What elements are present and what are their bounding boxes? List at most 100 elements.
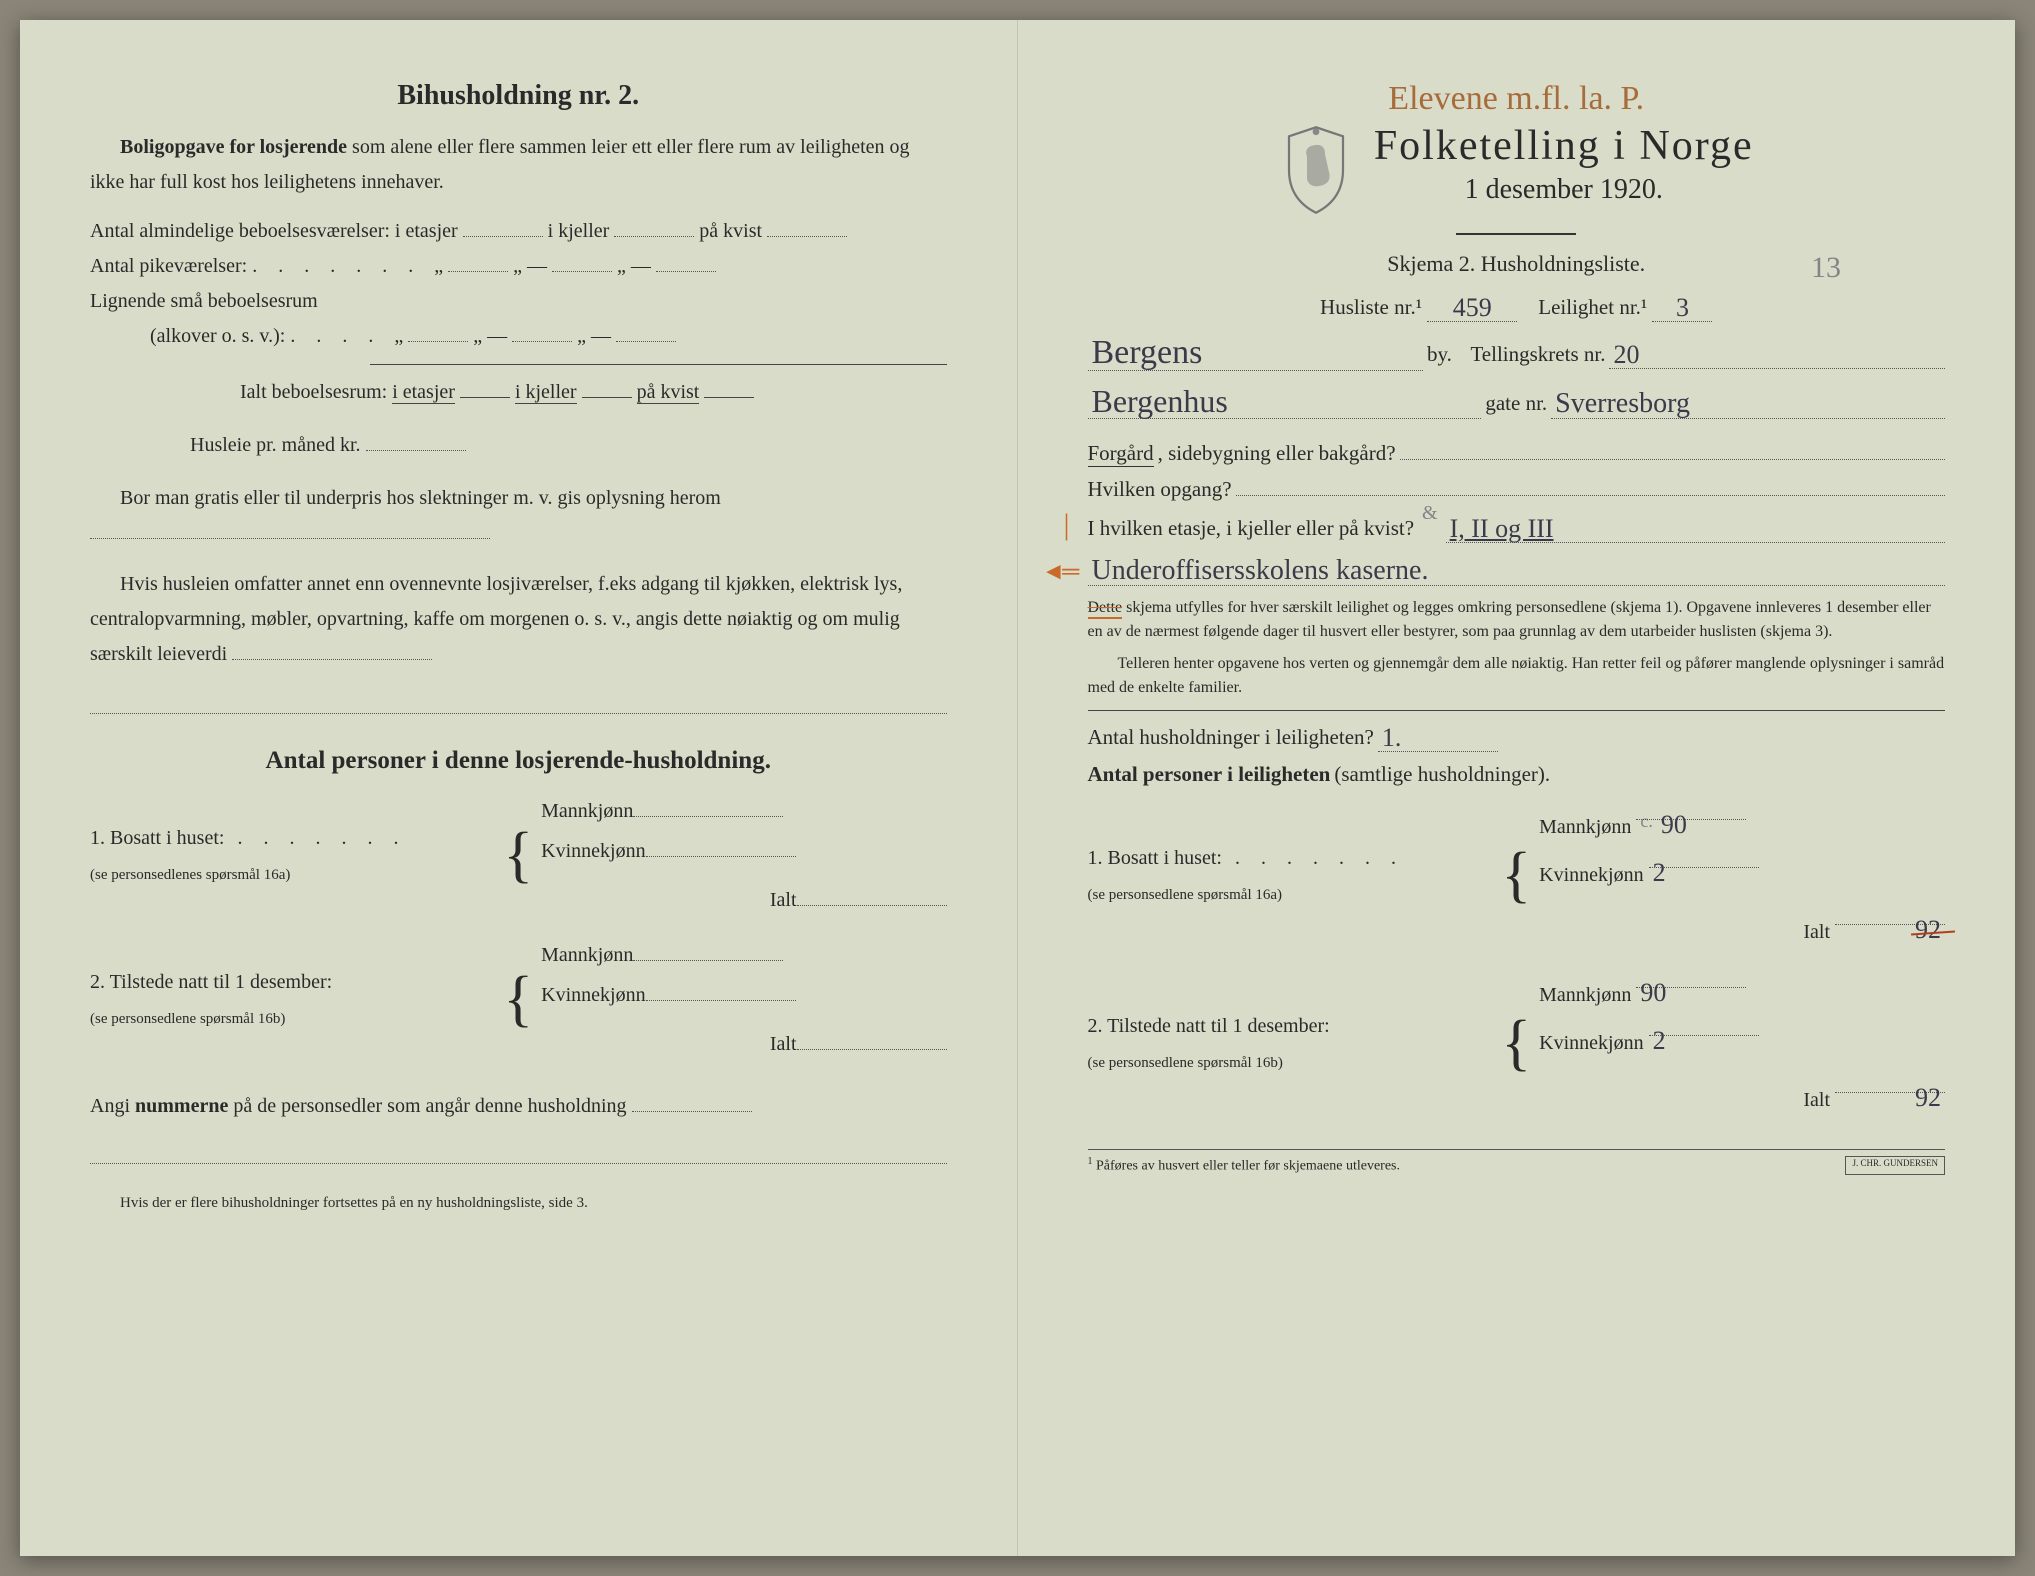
coat-of-arms-icon xyxy=(1279,122,1354,217)
main-title: Folketelling i Norge xyxy=(1374,122,1754,170)
gatenr-val: Sverresborg xyxy=(1551,388,1694,420)
printer-stamp: J. CHR. GUNDERSEN xyxy=(1845,1156,1945,1175)
blank-etasjer xyxy=(463,219,543,237)
rq2-left: 2. Tilstede natt til 1 desember: (se per… xyxy=(1088,1009,1494,1079)
kvinne-val: 2 xyxy=(1649,850,1670,896)
extra-hand-val: Underoffisersskolens kaserne. xyxy=(1088,555,1433,587)
left-page: Bihusholdning nr. 2. Boligopgave for los… xyxy=(20,20,1018,1556)
brace-icon: { xyxy=(495,972,541,1028)
mann-pre: c. xyxy=(1636,806,1657,838)
footnote-row: 1 Påføres av husvert eller teller før sk… xyxy=(1088,1149,1946,1175)
divider xyxy=(370,364,947,365)
blank xyxy=(704,376,754,398)
rule xyxy=(1456,233,1576,235)
ialt-val: 92 xyxy=(1911,907,1945,953)
blank xyxy=(512,324,572,342)
opgang-label: Hvilken opgang? xyxy=(1088,477,1232,502)
etasje-fill: I, II og III xyxy=(1446,512,1945,543)
orange-mark-icon: | xyxy=(1064,508,1070,542)
rq2-label: 2. Tilstede natt til 1 desember: xyxy=(1088,1015,1330,1037)
etasje-label: I hvilken etasje, i kjeller eller på kvi… xyxy=(1088,516,1415,541)
ialt-line: Ialt xyxy=(541,1027,946,1062)
gatenr-fill: Sverresborg xyxy=(1551,386,1945,419)
pike-line: Antal pikeværelser: . . . . . . . „ „ — … xyxy=(90,249,947,284)
gate-label: gate nr. xyxy=(1485,391,1547,416)
blank xyxy=(797,888,947,906)
q1-label: 1. Bosatt i huset: xyxy=(90,827,224,849)
dots: . . . . xyxy=(290,325,394,347)
leilighet-label: Leilighet nr.¹ xyxy=(1538,295,1647,319)
kvinne-line: Kvinnekjønn 2 xyxy=(1539,1018,1945,1061)
krets-label: Tellingskrets nr. xyxy=(1470,342,1605,367)
kvinne-label: Kvinnekjønn xyxy=(1539,1032,1643,1054)
kvinne-line: Kvinnekjønn 2 xyxy=(1539,850,1945,893)
husliste-fill: 459 xyxy=(1427,291,1517,322)
pike-label: Antal pikeværelser: xyxy=(90,255,247,277)
intro-paragraph: Boligopgave for losjerende som alene ell… xyxy=(90,130,947,200)
leilighet-val: 3 xyxy=(1672,293,1693,323)
gratis-line: Bor man gratis eller til underpris hos s… xyxy=(90,481,947,551)
q1-sub: (se personsedlenes spørsmål 16a) xyxy=(90,867,290,883)
husliste-label: Husliste nr.¹ xyxy=(1320,295,1422,319)
blank xyxy=(632,1094,752,1112)
blank xyxy=(408,324,468,342)
forgard-underline: Forgård xyxy=(1088,441,1154,467)
section2-title: Antal personer i denne losjerende-hushol… xyxy=(90,747,947,775)
footnote-num: 1 xyxy=(1088,1156,1093,1167)
lign-label: Lignende små beboelsesrum xyxy=(90,290,318,312)
extra-hand-row: ◄═ Underoffisersskolens kaserne. xyxy=(1088,553,1946,586)
brace-icon: { xyxy=(1493,848,1539,904)
krets-fill: 20 xyxy=(1609,338,1945,369)
antal-hush-val: 1. xyxy=(1378,723,1406,753)
blank xyxy=(90,521,490,539)
husleie-label: Husleie pr. måned kr. xyxy=(190,434,361,456)
husleien-note-text: Hvis husleien omfatter annet enn ovennev… xyxy=(90,573,902,665)
ialt-fill: 92 xyxy=(1835,907,1945,925)
blank xyxy=(460,376,510,398)
husliste-val: 459 xyxy=(1449,293,1496,323)
mann-line: Mannkjønn xyxy=(541,794,946,829)
etasje-row: | I hvilken etasje, i kjeller eller på k… xyxy=(1088,512,1946,543)
mann-label: Mannkjønn xyxy=(1539,984,1631,1006)
gate-fill: Bergenhus xyxy=(1088,381,1482,419)
pencil-13: 13 xyxy=(1807,251,1845,285)
blank-kvist xyxy=(767,219,847,237)
blank xyxy=(616,324,676,342)
ialt-label: Ialt beboelsesrum: xyxy=(240,381,387,403)
rq1-row: 1. Bosatt i huset: . . . . . . . (se per… xyxy=(1088,797,1946,955)
amp-mark: & xyxy=(1418,502,1442,525)
skjema-row: Skjema 2. Husholdningsliste. 13 xyxy=(1088,251,1946,277)
dette-strike: Dette xyxy=(1088,599,1123,619)
q2-sub: (se personsedlene spørsmål 16b) xyxy=(90,1011,285,1027)
forgard-rest: , sidebygning eller bakgård? xyxy=(1158,441,1396,466)
by-val: Bergens xyxy=(1088,334,1207,372)
rooms-label: Antal almindelige beboelsesværelser: i e… xyxy=(90,220,458,242)
rq2-right: Mannkjønn 90 Kvinnekjønn 2 Ialt 92 xyxy=(1539,965,1945,1123)
opgang-row: Hvilken opgang? xyxy=(1088,477,1946,502)
fine-print-1: Dette skjema utfylles for hver særskilt … xyxy=(1088,596,1946,644)
etasje-val: I, II og III xyxy=(1446,514,1558,544)
fine-print-2: Telleren henter opgavene hos verten og g… xyxy=(1088,652,1946,700)
left-footer: Hvis der er flere bihusholdninger fortse… xyxy=(90,1195,947,1212)
extra-hand-fill: Underoffisersskolens kaserne. xyxy=(1088,553,1946,586)
rq2-row: 2. Tilstede natt til 1 desember: (se per… xyxy=(1088,965,1946,1123)
kvinne-label: Kvinnekjønn xyxy=(541,840,645,862)
mann-fill: c.90 xyxy=(1636,802,1746,820)
blank xyxy=(582,376,632,398)
antal-hush-label: Antal husholdninger i leiligheten? xyxy=(1088,725,1374,750)
forgard-row: Forgård, sidebygning eller bakgård? xyxy=(1088,441,1946,467)
mann-label: Mannkjønn xyxy=(541,944,633,966)
brace-icon: { xyxy=(1493,1016,1539,1072)
ialt-line: Ialt xyxy=(541,883,946,918)
ialt-label: Ialt xyxy=(770,889,797,911)
rq1-left: 1. Bosatt i huset: . . . . . . . (se per… xyxy=(1088,841,1494,911)
antal-pers-bold: Antal personer i leiligheten xyxy=(1088,762,1331,787)
rq1-label: 1. Bosatt i huset: xyxy=(1088,847,1222,869)
nummerne-bold: nummerne xyxy=(135,1095,228,1117)
mann-fill: 90 xyxy=(1636,970,1746,988)
gate-row: Bergenhus gate nr. Sverresborg xyxy=(1088,381,1946,419)
by-label: by. xyxy=(1427,342,1452,367)
blank xyxy=(232,642,432,660)
rq1-right: Mannkjønn c.90 Kvinnekjønn 2 Ialt 92 xyxy=(1539,797,1945,955)
by-fill: Bergens xyxy=(1088,332,1424,371)
